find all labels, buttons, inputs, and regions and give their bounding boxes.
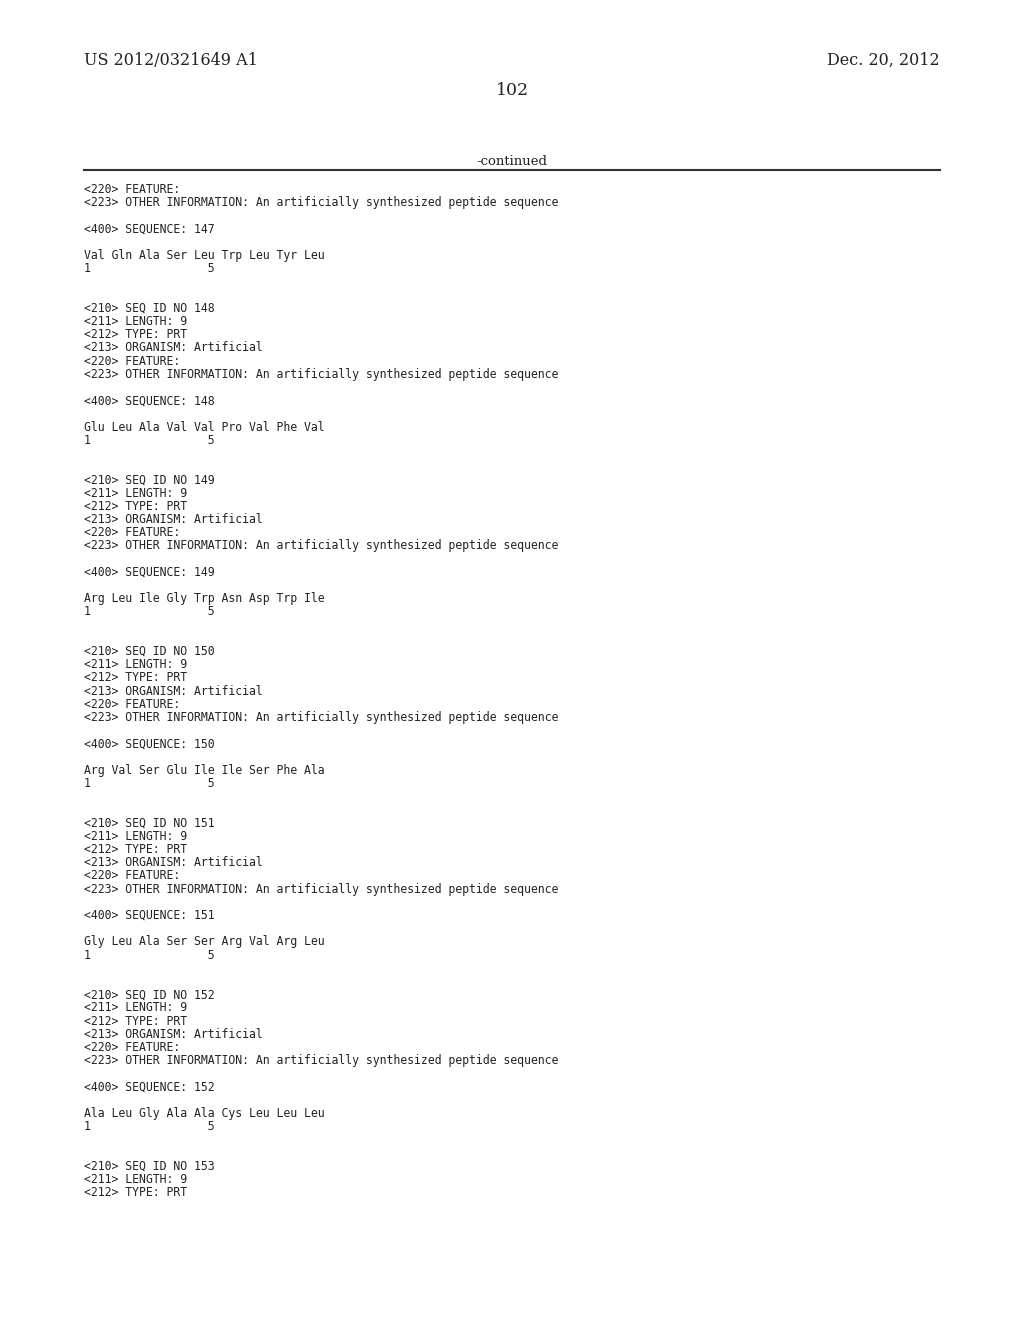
Text: <223> OTHER INFORMATION: An artificially synthesized peptide sequence: <223> OTHER INFORMATION: An artificially… (84, 1055, 558, 1067)
Text: <212> TYPE: PRT: <212> TYPE: PRT (84, 329, 187, 341)
Text: 1                 5: 1 5 (84, 434, 215, 446)
Text: <223> OTHER INFORMATION: An artificially synthesized peptide sequence: <223> OTHER INFORMATION: An artificially… (84, 368, 558, 380)
Text: <223> OTHER INFORMATION: An artificially synthesized peptide sequence: <223> OTHER INFORMATION: An artificially… (84, 883, 558, 895)
Text: <400> SEQUENCE: 147: <400> SEQUENCE: 147 (84, 223, 215, 235)
Text: <210> SEQ ID NO 149: <210> SEQ ID NO 149 (84, 474, 215, 486)
Text: <400> SEQUENCE: 151: <400> SEQUENCE: 151 (84, 909, 215, 921)
Text: <223> OTHER INFORMATION: An artificially synthesized peptide sequence: <223> OTHER INFORMATION: An artificially… (84, 540, 558, 552)
Text: <210> SEQ ID NO 152: <210> SEQ ID NO 152 (84, 989, 215, 1001)
Text: <220> FEATURE:: <220> FEATURE: (84, 183, 180, 195)
Text: <220> FEATURE:: <220> FEATURE: (84, 355, 180, 367)
Text: Glu Leu Ala Val Val Pro Val Phe Val: Glu Leu Ala Val Val Pro Val Phe Val (84, 421, 325, 433)
Text: 1                 5: 1 5 (84, 606, 215, 618)
Text: <223> OTHER INFORMATION: An artificially synthesized peptide sequence: <223> OTHER INFORMATION: An artificially… (84, 197, 558, 209)
Text: Gly Leu Ala Ser Ser Arg Val Arg Leu: Gly Leu Ala Ser Ser Arg Val Arg Leu (84, 936, 325, 948)
Text: <220> FEATURE:: <220> FEATURE: (84, 870, 180, 882)
Text: <210> SEQ ID NO 153: <210> SEQ ID NO 153 (84, 1160, 215, 1172)
Text: <210> SEQ ID NO 150: <210> SEQ ID NO 150 (84, 645, 215, 657)
Text: <220> FEATURE:: <220> FEATURE: (84, 698, 180, 710)
Text: 102: 102 (496, 82, 528, 99)
Text: <212> TYPE: PRT: <212> TYPE: PRT (84, 1187, 187, 1199)
Text: <220> FEATURE:: <220> FEATURE: (84, 527, 180, 539)
Text: <212> TYPE: PRT: <212> TYPE: PRT (84, 1015, 187, 1027)
Text: <213> ORGANISM: Artificial: <213> ORGANISM: Artificial (84, 857, 263, 869)
Text: <211> LENGTH: 9: <211> LENGTH: 9 (84, 487, 187, 499)
Text: <211> LENGTH: 9: <211> LENGTH: 9 (84, 659, 187, 671)
Text: <213> ORGANISM: Artificial: <213> ORGANISM: Artificial (84, 685, 263, 697)
Text: Arg Leu Ile Gly Trp Asn Asp Trp Ile: Arg Leu Ile Gly Trp Asn Asp Trp Ile (84, 593, 325, 605)
Text: <220> FEATURE:: <220> FEATURE: (84, 1041, 180, 1053)
Text: 1                 5: 1 5 (84, 949, 215, 961)
Text: 1                 5: 1 5 (84, 1121, 215, 1133)
Text: -continued: -continued (476, 154, 548, 168)
Text: <400> SEQUENCE: 149: <400> SEQUENCE: 149 (84, 566, 215, 578)
Text: <212> TYPE: PRT: <212> TYPE: PRT (84, 672, 187, 684)
Text: <210> SEQ ID NO 151: <210> SEQ ID NO 151 (84, 817, 215, 829)
Text: <223> OTHER INFORMATION: An artificially synthesized peptide sequence: <223> OTHER INFORMATION: An artificially… (84, 711, 558, 723)
Text: <211> LENGTH: 9: <211> LENGTH: 9 (84, 1173, 187, 1185)
Text: <212> TYPE: PRT: <212> TYPE: PRT (84, 843, 187, 855)
Text: <400> SEQUENCE: 152: <400> SEQUENCE: 152 (84, 1081, 215, 1093)
Text: <211> LENGTH: 9: <211> LENGTH: 9 (84, 315, 187, 327)
Text: <211> LENGTH: 9: <211> LENGTH: 9 (84, 830, 187, 842)
Text: <212> TYPE: PRT: <212> TYPE: PRT (84, 500, 187, 512)
Text: <400> SEQUENCE: 150: <400> SEQUENCE: 150 (84, 738, 215, 750)
Text: Arg Val Ser Glu Ile Ile Ser Phe Ala: Arg Val Ser Glu Ile Ile Ser Phe Ala (84, 764, 325, 776)
Text: Ala Leu Gly Ala Ala Cys Leu Leu Leu: Ala Leu Gly Ala Ala Cys Leu Leu Leu (84, 1107, 325, 1119)
Text: US 2012/0321649 A1: US 2012/0321649 A1 (84, 51, 258, 69)
Text: 1                 5: 1 5 (84, 263, 215, 275)
Text: <400> SEQUENCE: 148: <400> SEQUENCE: 148 (84, 395, 215, 407)
Text: <213> ORGANISM: Artificial: <213> ORGANISM: Artificial (84, 1028, 263, 1040)
Text: <213> ORGANISM: Artificial: <213> ORGANISM: Artificial (84, 513, 263, 525)
Text: <213> ORGANISM: Artificial: <213> ORGANISM: Artificial (84, 342, 263, 354)
Text: 1                 5: 1 5 (84, 777, 215, 789)
Text: Val Gln Ala Ser Leu Trp Leu Tyr Leu: Val Gln Ala Ser Leu Trp Leu Tyr Leu (84, 249, 325, 261)
Text: <210> SEQ ID NO 148: <210> SEQ ID NO 148 (84, 302, 215, 314)
Text: Dec. 20, 2012: Dec. 20, 2012 (827, 51, 940, 69)
Text: <211> LENGTH: 9: <211> LENGTH: 9 (84, 1002, 187, 1014)
